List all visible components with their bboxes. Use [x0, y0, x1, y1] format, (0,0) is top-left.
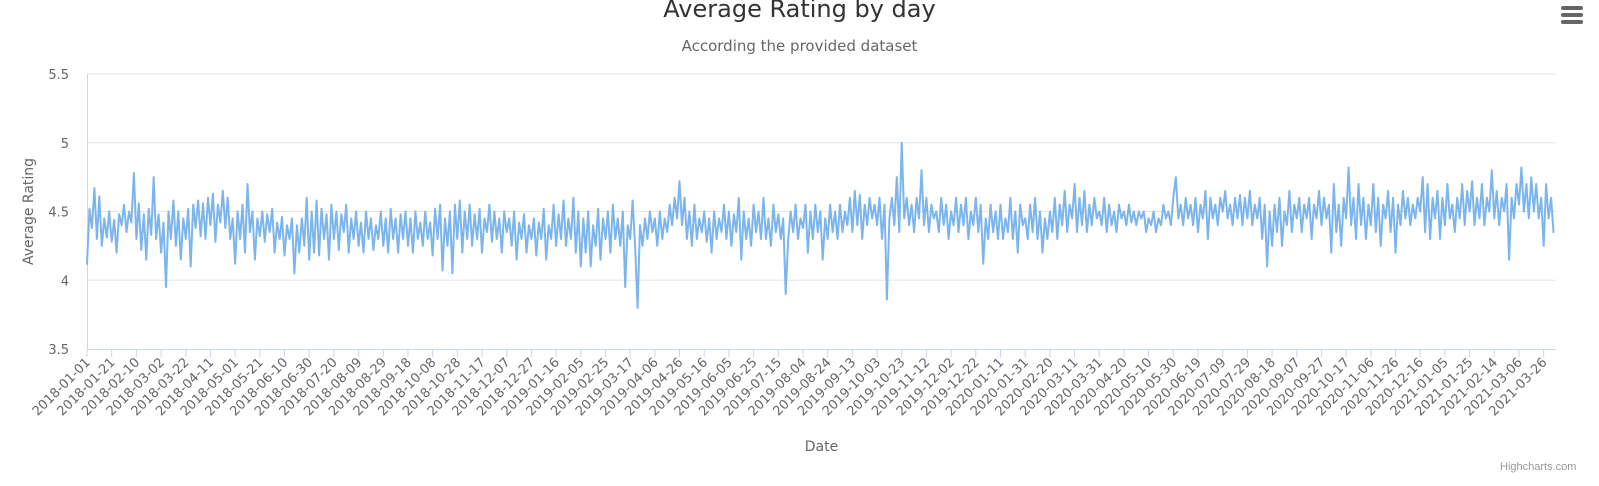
y-tick-label: 3.5: [48, 343, 69, 358]
y-axis-title: Average Rating: [21, 158, 37, 265]
chart-title: Average Rating by day: [663, 0, 936, 23]
hamburger-menu-icon-bar: [1561, 20, 1583, 24]
axes: [86, 74, 1556, 357]
y-tick-label: 5: [61, 137, 69, 152]
context-menu-button[interactable]: [1561, 6, 1585, 26]
series-group: [86, 141, 1555, 309]
hamburger-menu-icon-bar: [1561, 13, 1583, 17]
hamburger-menu-icon: [1561, 6, 1583, 10]
y-tick-label: 5.5: [48, 68, 69, 83]
credits-link[interactable]: Highcharts.com: [1500, 461, 1577, 473]
x-axis-title: Date: [805, 439, 838, 455]
y-tick-label: 4.5: [48, 206, 69, 221]
chart-subtitle: According the provided dataset: [681, 37, 918, 55]
y-tick-label: 4: [61, 274, 69, 289]
axis-labels: 3.544.555.52018-01-012018-01-212018-02-1…: [21, 68, 1550, 455]
series-line[interactable]: [86, 141, 1555, 309]
